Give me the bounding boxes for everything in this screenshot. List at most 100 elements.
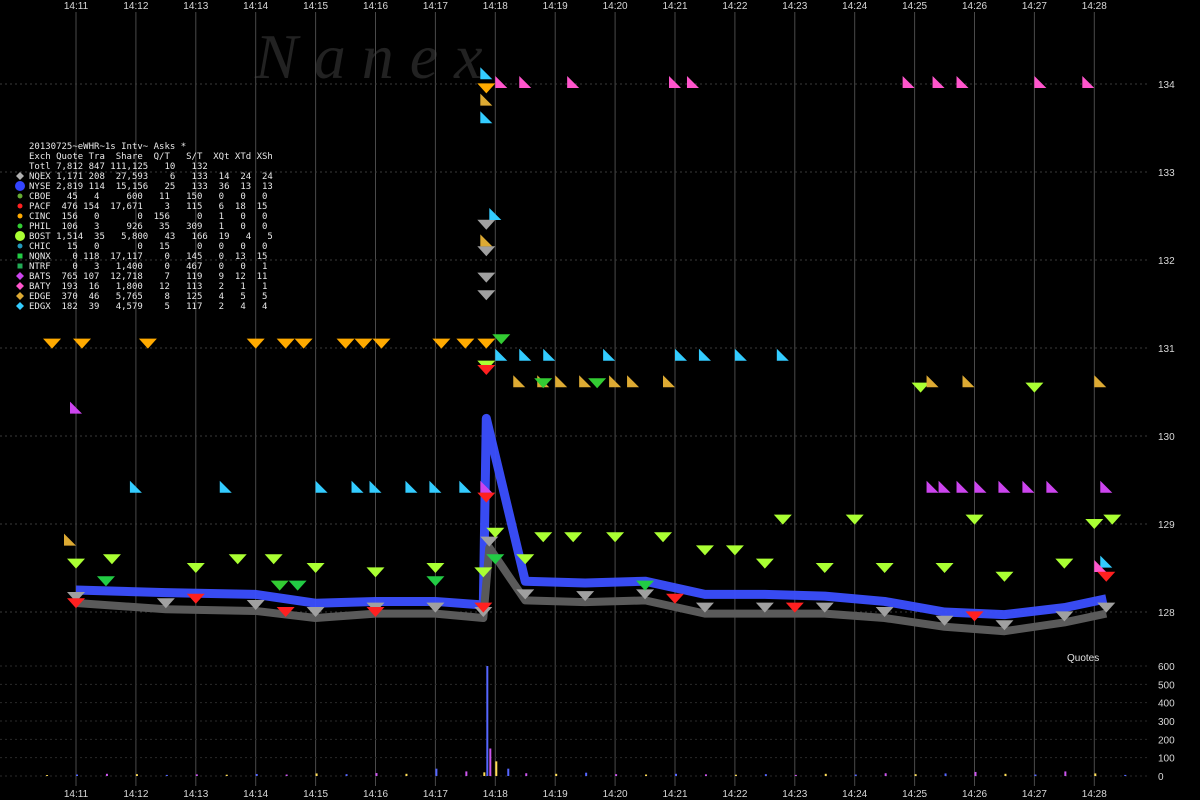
- marker-edgx: [351, 480, 364, 493]
- grid-lines: [0, 12, 1148, 786]
- marker-bost: [1055, 558, 1074, 569]
- legend-row-bost: BOST 1,514 35 5,800 43 166 19 4 5: [29, 232, 273, 242]
- x-axis-bottom: 14:11 14:12 14:13 14:14 14:15 14:16 14:17 14:18…: [64, 789, 1107, 800]
- marker-phil: [270, 580, 289, 591]
- quote-volume-bar: [675, 773, 677, 776]
- x-tick-label: 14:16: [363, 1, 388, 12]
- marker-baty: [932, 76, 945, 88]
- x-tick-label: 14:26: [962, 1, 987, 12]
- quote-volume-bar: [555, 773, 558, 776]
- marker-edgx: [519, 348, 532, 361]
- marker-bost: [755, 558, 774, 569]
- x-tick-label: 14:26: [962, 789, 987, 800]
- x-tick-label: 14:25: [902, 789, 927, 800]
- x-tick-label: 14:18: [483, 789, 508, 800]
- x-tick-label: 14:13: [183, 1, 208, 12]
- marker-phil: [588, 378, 607, 389]
- legend-title: 20130725~eWHR~1s Intv~ Asks *: [29, 142, 186, 152]
- quote-volume-bar: [585, 772, 588, 776]
- marker-edgx: [480, 67, 493, 80]
- marker-pacf: [366, 607, 385, 617]
- y-tick-label: 133: [1158, 168, 1175, 179]
- quote-volume-bar: [764, 774, 767, 776]
- marker-nqnx: [96, 576, 115, 587]
- y-axis-quotes: 0 100 200 300 400 500 600: [1158, 662, 1175, 783]
- y-axis-price: 128 129 130 131 132 133 134: [1158, 80, 1175, 619]
- marker-bost: [474, 567, 493, 578]
- marker-bats: [1046, 480, 1059, 493]
- legend-marker-nqnx: [17, 253, 23, 259]
- x-tick-label: 14:27: [1022, 1, 1047, 12]
- legend-row-edgx: EDGX 182 39 4,579 5 117 2 4 4: [29, 302, 267, 312]
- legend-row-chic: CHIC 15 0 0 15 0 0 0 0: [29, 242, 267, 252]
- quote-volume-bar: [483, 772, 486, 776]
- quotes-axis-label: Quotes: [1067, 653, 1099, 664]
- marker-pacf: [67, 598, 85, 609]
- marker-pacf: [186, 593, 205, 604]
- marker-nqex: [516, 589, 535, 600]
- x-tick-label: 14:28: [1082, 789, 1107, 800]
- legend-row-phil: PHIL 106 3 926 35 309 1 0 0: [29, 222, 267, 232]
- marker-bost: [995, 571, 1014, 582]
- marker-pacf: [276, 607, 295, 617]
- marker-bost: [486, 527, 505, 538]
- marker-baty: [686, 76, 699, 88]
- x-tick-label: 14:25: [902, 1, 927, 12]
- marker-bost: [845, 514, 864, 525]
- marker-bost: [1103, 514, 1122, 525]
- marker-bats: [1022, 480, 1035, 493]
- marker-bost: [534, 532, 553, 543]
- marker-bats: [956, 480, 969, 493]
- marker-cinc: [432, 338, 451, 349]
- marker-cinc: [138, 338, 157, 349]
- marker-baty: [519, 76, 532, 88]
- quote-volume-bar: [914, 774, 917, 776]
- marker-edgx: [219, 480, 232, 493]
- marker-edge: [609, 375, 622, 388]
- marker-bost: [654, 532, 673, 543]
- marker-pacf: [1097, 571, 1116, 582]
- marker-bost: [875, 563, 894, 573]
- marker-edge: [64, 533, 77, 546]
- marker-bost: [695, 545, 714, 556]
- marker-bost: [264, 554, 283, 565]
- legend-row-nyse: NYSE 2,819 114 15,156 25 133 36 13 13: [29, 182, 273, 192]
- quote-volume-bar: [225, 774, 228, 776]
- legend-row-bats: BATS 765 107 12,718 7 119 9 12 11: [29, 272, 267, 282]
- marker-edgx: [734, 348, 747, 361]
- legend-marker-bost: [15, 231, 25, 241]
- y-tick-label: 132: [1158, 256, 1175, 267]
- legend-marker-baty: [16, 282, 24, 290]
- legend-row-pacf: PACF 476 154 17,671 3 115 6 18 15: [29, 202, 267, 212]
- marker-bost: [306, 563, 325, 573]
- marker-edge: [480, 234, 493, 247]
- legend-row-cboe: CBOE 45 4 600 11 150 0 0 0: [29, 192, 267, 202]
- marker-edgx: [603, 348, 616, 361]
- legend-row-cinc: CINC 156 0 0 156 0 1 0 0: [29, 212, 267, 222]
- marker-pacf: [785, 602, 804, 613]
- marker-pacf: [666, 593, 684, 604]
- marker-bost: [564, 532, 583, 543]
- quote-volume-bar: [76, 774, 78, 776]
- marker-edge: [579, 375, 592, 388]
- marker-bost: [1085, 519, 1104, 529]
- quote-volume-bar: [1094, 773, 1097, 776]
- marker-cinc: [456, 338, 475, 349]
- marker-nqex: [1097, 602, 1116, 613]
- marker-edge: [663, 375, 676, 388]
- marker-cinc: [372, 338, 391, 349]
- legend-row-edge: EDGE 370 46 5,765 8 125 4 5 5: [29, 292, 267, 302]
- exchange-legend: 20130725~eWHR~1s Intv~ Asks * Exch Quote…: [15, 142, 273, 312]
- y-tick-label: 129: [1158, 520, 1175, 531]
- marker-edgx: [480, 111, 493, 124]
- marker-bost: [186, 563, 205, 573]
- marker-bats: [480, 480, 493, 493]
- quote-volume-bar: [645, 774, 648, 776]
- marker-nqex: [477, 246, 496, 257]
- quote-volume-bar: [615, 774, 618, 776]
- marker-edge: [1094, 375, 1107, 388]
- marker-nqex: [156, 598, 175, 609]
- marker-baty: [669, 76, 681, 88]
- x-tick-label: 14:14: [243, 789, 268, 800]
- marker-nqnx: [426, 576, 445, 587]
